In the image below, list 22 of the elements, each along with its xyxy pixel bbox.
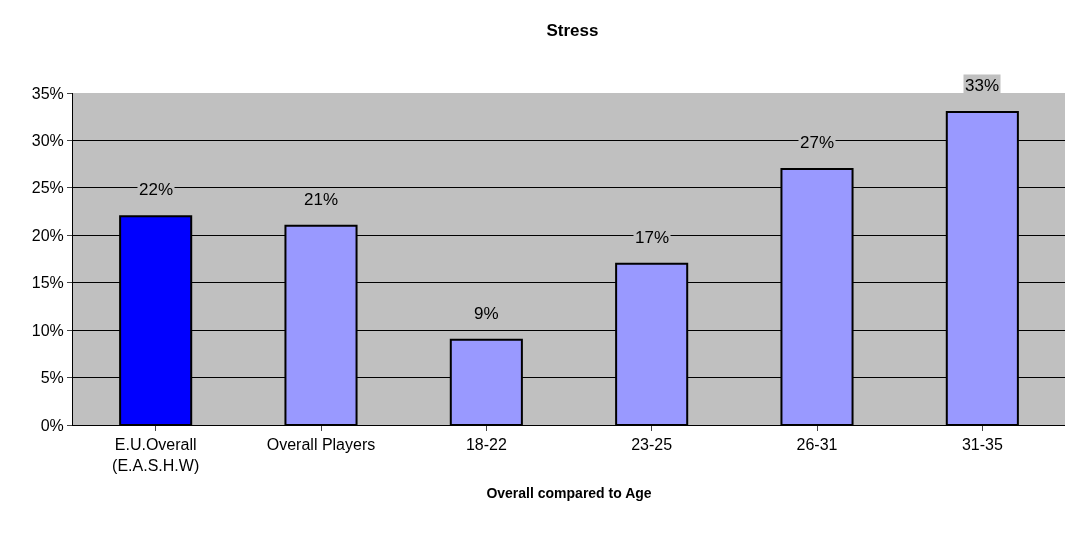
x-tick-label: 23-25 [631, 436, 673, 454]
y-tick-label: 5% [40, 369, 64, 387]
chart-title: Stress [546, 20, 599, 40]
x-tick-label: Overall Players [266, 436, 376, 454]
y-tick-label: 10% [31, 321, 64, 339]
y-tick-label: 35% [31, 84, 64, 102]
y-tick-label: 25% [31, 179, 64, 197]
y-tick-label: 20% [31, 226, 64, 244]
data-label: 33% [965, 76, 1000, 95]
y-tick-label: 15% [31, 274, 64, 292]
y-tick-label: 0% [40, 416, 64, 434]
data-label: 22% [139, 180, 174, 199]
x-tick-label: 18-22 [465, 436, 507, 454]
y-tick-label: 30% [31, 132, 64, 150]
data-label: 27% [800, 133, 835, 152]
data-label: 21% [304, 190, 339, 209]
x-tick-label: 26-31 [796, 436, 838, 454]
data-label: 9% [474, 304, 499, 323]
x-axis-title: Overall compared to Age [486, 485, 652, 502]
x-tick-label: 31-35 [961, 436, 1003, 454]
data-label: 17% [635, 228, 670, 247]
x-tick-label: E.U.Overall (E.A.S.H.W) [112, 436, 200, 474]
